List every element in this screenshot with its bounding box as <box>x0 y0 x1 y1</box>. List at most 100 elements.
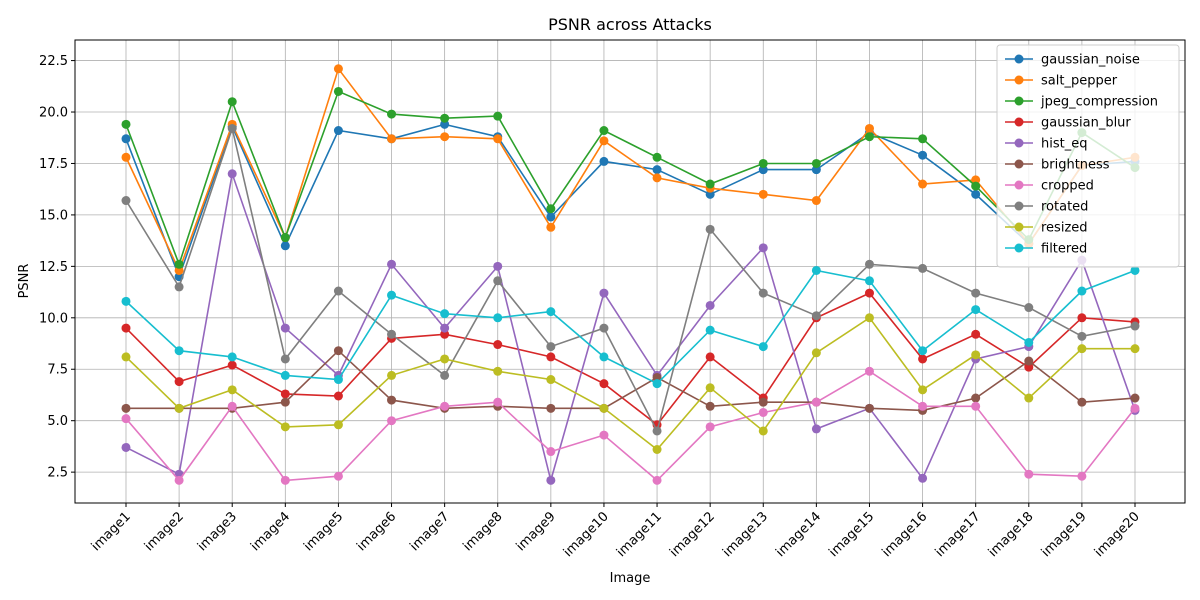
data-point <box>971 393 981 403</box>
legend-swatch-marker <box>1014 201 1024 211</box>
data-point <box>440 113 450 123</box>
data-point <box>1077 471 1087 481</box>
legend-label: rotated <box>1041 200 1088 215</box>
y-tick-label: 7.5 <box>47 363 68 378</box>
data-point <box>280 475 290 485</box>
data-point <box>440 309 450 319</box>
data-point <box>652 475 662 485</box>
data-point <box>918 179 928 189</box>
data-point <box>918 401 928 411</box>
data-point <box>174 377 184 387</box>
data-point <box>227 352 237 362</box>
data-point <box>1130 393 1140 403</box>
legend-swatch-marker <box>1014 117 1024 127</box>
x-tick-label: image14 <box>773 509 824 560</box>
series-line-resized <box>125 316 1135 451</box>
y-tick-label: 10.0 <box>39 311 68 326</box>
data-point <box>333 286 343 296</box>
data-point <box>280 354 290 364</box>
data-point <box>121 152 131 162</box>
data-point <box>493 366 503 376</box>
data-point <box>333 375 343 385</box>
legend-box <box>996 44 1180 268</box>
data-point <box>758 189 768 199</box>
y-tick-label: 12.5 <box>39 260 68 275</box>
data-point <box>387 290 397 300</box>
data-point <box>121 352 131 362</box>
legend-item-gaussian_noise: gaussian_noise <box>1005 53 1140 68</box>
legend-item-gaussian_blur: gaussian_blur <box>1005 116 1131 131</box>
data-point <box>493 261 503 271</box>
data-point <box>1024 469 1034 479</box>
series-cropped <box>121 366 1140 485</box>
data-point <box>1077 331 1087 341</box>
data-point <box>652 165 662 175</box>
x-tick-label: image8 <box>460 509 505 554</box>
data-point <box>546 204 556 214</box>
y-tick-label: 2.5 <box>47 466 68 481</box>
data-point <box>387 395 397 405</box>
legend-item-cropped: cropped <box>1005 179 1094 194</box>
data-point <box>280 233 290 243</box>
data-point <box>705 224 715 234</box>
legend-item-filtered: filtered <box>1005 242 1087 257</box>
x-tick-label: image3 <box>195 509 240 554</box>
data-point <box>280 241 290 251</box>
data-point <box>280 422 290 432</box>
data-point <box>811 265 821 275</box>
data-point <box>1024 303 1034 313</box>
data-point <box>811 348 821 358</box>
data-point <box>1024 337 1034 347</box>
data-point <box>918 354 928 364</box>
data-point <box>652 372 662 382</box>
y-tick-label: 22.5 <box>39 54 68 69</box>
x-tick-label: image12 <box>667 509 718 560</box>
data-point <box>333 420 343 430</box>
x-tick-label: image18 <box>986 509 1037 560</box>
data-point <box>705 422 715 432</box>
x-tick-label: image2 <box>142 509 187 554</box>
series-salt_pepper <box>121 64 1140 275</box>
x-tick-label: image9 <box>514 509 559 554</box>
series-jpeg_compression <box>121 86 1140 269</box>
data-point <box>1077 397 1087 407</box>
x-tick-label: image7 <box>407 509 452 554</box>
legend-swatch-marker <box>1014 180 1024 190</box>
data-point <box>1077 313 1087 323</box>
data-point <box>121 134 131 144</box>
data-point <box>705 352 715 362</box>
x-axis-label: Image <box>610 571 651 586</box>
data-point <box>1024 362 1034 372</box>
series-line-rotated <box>125 125 1136 434</box>
legend-swatch-marker <box>1014 75 1024 85</box>
legend-item-hist_eq: hist_eq <box>1005 137 1087 152</box>
series-rotated <box>121 123 1140 436</box>
legend-label: brightness <box>1041 158 1110 173</box>
data-point <box>493 134 503 144</box>
legend-swatch-marker <box>1014 222 1024 232</box>
data-point <box>758 407 768 417</box>
data-point <box>918 134 928 144</box>
data-point <box>864 276 874 286</box>
data-point <box>599 352 609 362</box>
data-point <box>387 259 397 269</box>
data-point <box>971 350 981 360</box>
data-point <box>918 385 928 395</box>
data-point <box>1024 393 1034 403</box>
series-line-gaussian_blur <box>125 292 1136 426</box>
legend-label: hist_eq <box>1041 137 1087 152</box>
legend-swatch-marker <box>1014 159 1024 169</box>
data-point <box>333 86 343 96</box>
data-point <box>758 426 768 436</box>
data-point <box>493 111 503 121</box>
series-line-brightness <box>126 349 1136 412</box>
data-point <box>121 119 131 129</box>
x-tick-label: image6 <box>354 509 399 554</box>
data-point <box>174 282 184 292</box>
legend: gaussian_noise salt_pepper jpeg_compressio… <box>996 44 1180 268</box>
data-point <box>652 152 662 162</box>
data-point <box>227 123 237 133</box>
data-point <box>599 126 609 136</box>
chart-title: PSNR across Attacks <box>548 15 712 34</box>
data-point <box>440 329 450 339</box>
